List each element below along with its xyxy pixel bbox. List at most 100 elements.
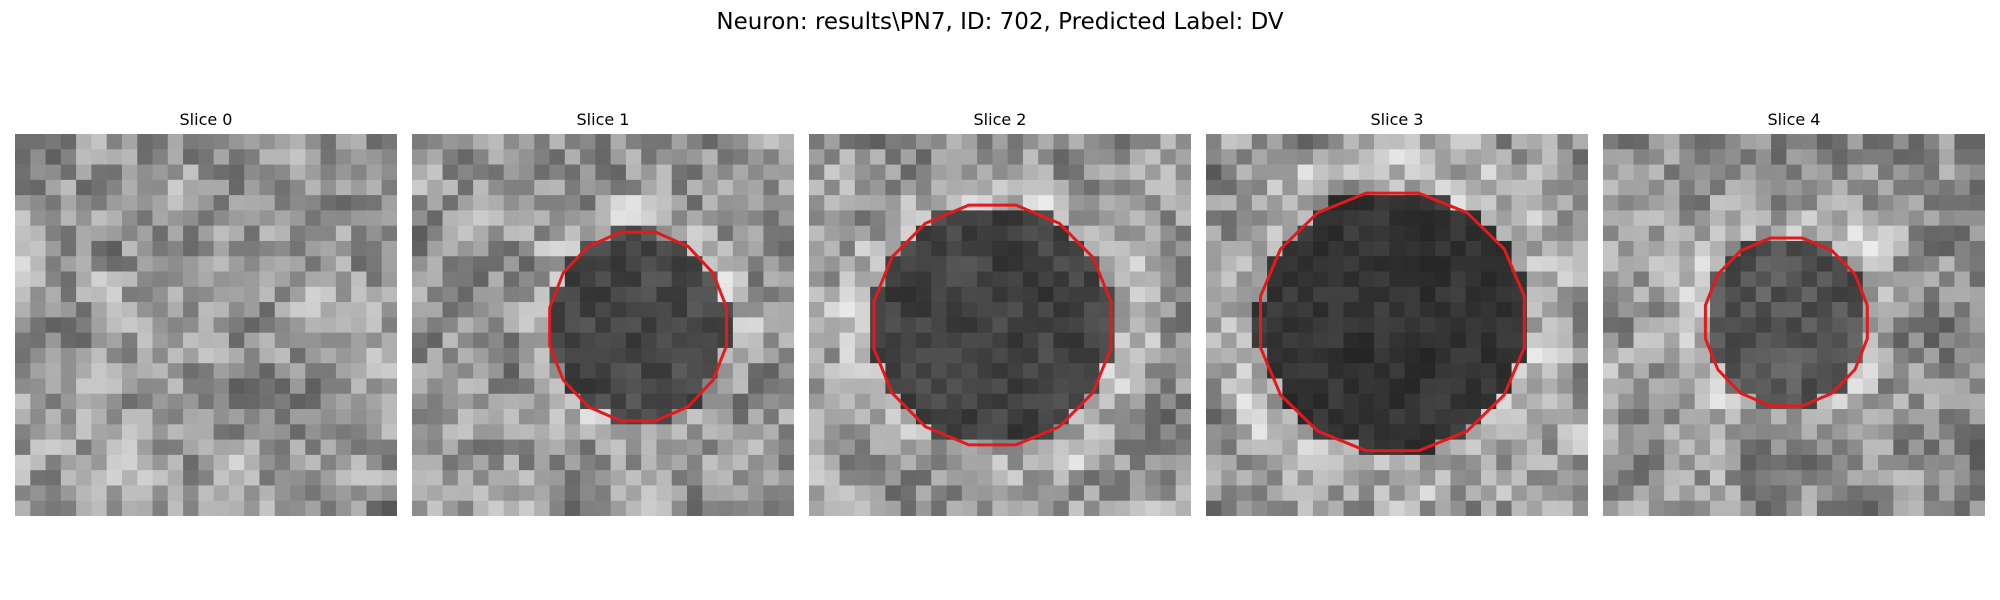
image-pixel [15,210,31,227]
image-pixel [442,271,459,288]
image-pixel [717,409,734,425]
image-pixel [259,256,276,272]
image-pixel [1343,302,1360,318]
image-pixel [1145,393,1161,410]
image-pixel [915,256,932,272]
image-pixel [1129,134,1146,150]
image-pixel [1297,454,1314,471]
image-pixel [244,439,260,456]
image-pixel [1755,485,1772,502]
image-pixel [518,225,535,242]
image-pixel [625,302,642,318]
image-pixel [1160,485,1177,502]
image-pixel [1312,179,1329,196]
image-pixel [1954,332,1971,349]
image-pixel [1404,256,1421,272]
image-pixel [839,286,856,303]
image-pixel [1114,454,1131,471]
image-pixel [1664,164,1680,181]
image-pixel [1267,302,1283,318]
image-pixel [1251,363,1268,379]
image-pixel [15,378,31,395]
image-pixel [1954,347,1971,364]
image-pixel [30,179,46,196]
image-pixel [1618,302,1634,318]
image-pixel [564,286,581,303]
image-pixel [30,454,46,471]
image-pixel [961,500,978,516]
image-pixel [1099,317,1115,334]
image-pixel [1068,485,1085,502]
image-pixel [625,256,642,272]
image-pixel [1526,378,1543,395]
image-pixel [1114,164,1131,181]
image-pixel [809,332,825,349]
image-pixel [1007,179,1024,196]
image-pixel [1557,347,1574,364]
image-pixel [748,470,764,486]
image-pixel [915,302,932,318]
image-pixel [1847,256,1864,272]
image-pixel [15,485,31,502]
image-pixel [1893,225,1909,242]
image-pixel [1099,500,1115,516]
image-pixel [1084,439,1100,456]
image-pixel [1374,317,1390,334]
image-pixel [595,149,612,165]
image-pixel [1053,134,1070,150]
image-pixel [45,302,62,318]
image-pixel [1251,500,1268,516]
image-pixel [763,500,780,516]
image-pixel [1343,256,1360,272]
image-pixel [534,225,550,242]
image-pixel [610,210,627,227]
image-pixel [1145,470,1161,486]
image-pixel [1312,454,1329,471]
image-pixel [931,317,947,334]
image-pixel [854,347,871,364]
image-pixel [335,271,352,288]
image-pixel [30,149,46,165]
image-pixel [488,302,505,318]
image-pixel [1236,256,1253,272]
image-pixel [167,210,184,227]
image-pixel [1771,485,1787,502]
image-pixel [488,347,505,364]
image-pixel [137,149,153,165]
image-pixel [1038,179,1054,196]
image-pixel [1358,225,1375,242]
image-pixel [1969,134,1985,150]
image-pixel [854,134,871,150]
image-pixel [76,500,92,516]
image-pixel [595,286,612,303]
image-pixel [625,286,642,303]
image-pixel [854,164,871,181]
image-pixel [1297,302,1314,318]
image-pixel [320,225,337,242]
image-pixel [1099,424,1115,440]
image-pixel [228,271,245,288]
image-pixel [1816,454,1833,471]
image-pixel [992,454,1009,471]
image-pixel [488,454,505,471]
image-pixel [1236,347,1253,364]
image-pixel [503,210,520,227]
image-pixel [1206,378,1222,395]
image-pixel [1786,164,1803,181]
image-pixel [1740,210,1757,227]
image-pixel [76,256,92,272]
image-pixel [213,302,230,318]
image-pixel [1206,164,1222,181]
image-pixel [1908,317,1925,334]
image-pixel [213,317,230,334]
image-pixel [228,393,245,410]
image-pixel [1618,470,1634,486]
image-pixel [1084,393,1100,410]
image-pixel [1923,286,1940,303]
image-pixel [1557,195,1574,211]
image-pixel [45,470,62,486]
image-pixel [1374,454,1390,471]
image-pixel [671,470,688,486]
image-pixel [1755,378,1772,395]
image-pixel [931,134,947,150]
